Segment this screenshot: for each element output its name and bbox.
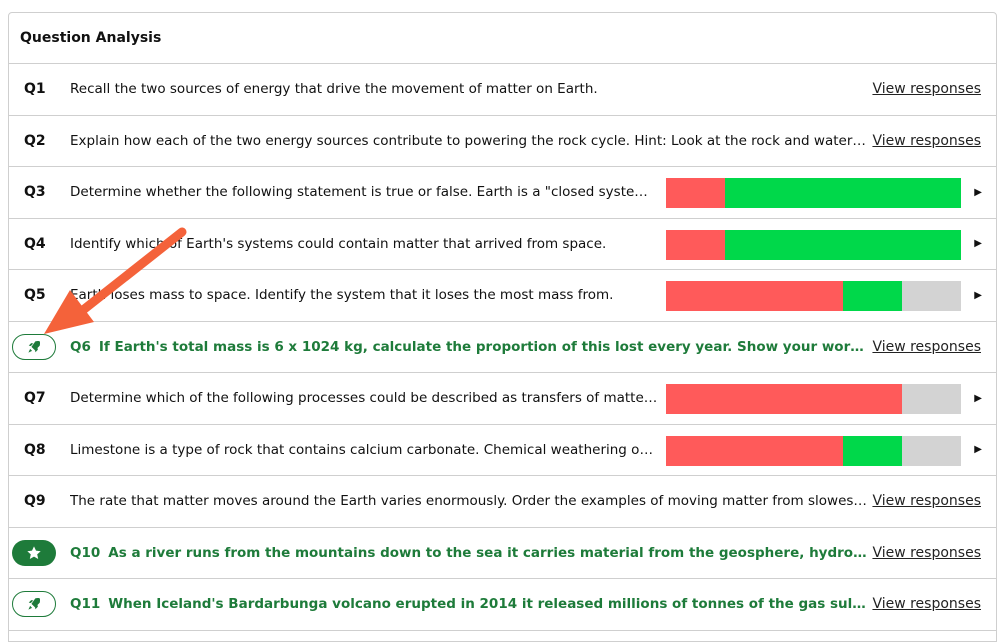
- response-breakdown-bar[interactable]: [666, 178, 961, 208]
- unanswered-segment: [902, 384, 961, 414]
- star-badge: [12, 539, 56, 566]
- question-text-value: Determine which of the following process…: [70, 390, 660, 407]
- question-text-value: Explain how each of the two energy sourc…: [70, 132, 870, 149]
- expand-caret-icon[interactable]: ▶: [974, 289, 982, 301]
- question-text-value: When Iceland's Bardarbunga volcano erupt…: [108, 596, 870, 613]
- rocket-badge: [12, 591, 56, 617]
- question-row-q7[interactable]: Q7 Determine which of the following proce…: [9, 373, 996, 425]
- question-row-q11: Q11 When Iceland's Bardarbunga volcano er…: [9, 579, 996, 631]
- correct-segment: [843, 281, 902, 311]
- question-number: Q2: [24, 132, 46, 149]
- question-number: Q1: [24, 81, 46, 98]
- correct-segment: [843, 435, 902, 466]
- question-text: Identify which of Earth's systems could …: [70, 219, 660, 270]
- question-number: Q4: [24, 235, 46, 252]
- incorrect-segment: [666, 384, 902, 414]
- incorrect-segment: [666, 435, 843, 466]
- unanswered-segment: [902, 281, 961, 311]
- question-number: Q6: [70, 338, 91, 355]
- question-text: Limestone is a type of rock that contain…: [70, 425, 660, 476]
- question-row-q8[interactable]: Q8 Limestone is a type of rock that conta…: [9, 425, 996, 476]
- question-text-value: As a river runs from the mountains down …: [108, 544, 870, 561]
- question-text: Recall the two sources of energy that dr…: [70, 64, 870, 115]
- expand-caret-icon[interactable]: ▶: [974, 186, 982, 198]
- question-number: Q3: [24, 184, 46, 201]
- question-number: Q10: [70, 544, 101, 561]
- question-text: Determine whether the following statemen…: [70, 167, 660, 218]
- panel-title: Question Analysis: [9, 13, 996, 64]
- question-text-value: If Earth's total mass is 6 x 1024 kg, ca…: [98, 338, 870, 355]
- question-row-q1: Q1 Recall the two sources of energy that …: [9, 64, 996, 116]
- expand-caret-icon[interactable]: ▶: [974, 392, 982, 404]
- question-text: The rate that matter moves around the Ea…: [70, 476, 870, 527]
- question-number: Q8: [24, 441, 46, 458]
- question-text: Explain how each of the two energy sourc…: [70, 116, 870, 167]
- view-responses-link[interactable]: View responses: [872, 132, 981, 149]
- view-responses-link[interactable]: View responses: [872, 338, 981, 355]
- view-responses-link[interactable]: View responses: [872, 596, 981, 613]
- response-breakdown-bar[interactable]: [666, 281, 961, 311]
- rocket-icon: [28, 340, 41, 353]
- question-row-q4[interactable]: Q4 Identify which of Earth's systems coul…: [9, 219, 996, 270]
- view-responses-link[interactable]: View responses: [872, 81, 981, 98]
- question-text: Q6 If Earth's total mass is 6 x 1024 kg, …: [70, 322, 870, 373]
- question-text: Determine which of the following process…: [70, 373, 660, 424]
- question-text: Q11 When Iceland's Bardarbunga volcano er…: [70, 579, 870, 630]
- unanswered-segment: [902, 435, 961, 466]
- question-row-q10: Q10 As a river runs from the mountains do…: [9, 528, 996, 579]
- question-number: Q9: [24, 493, 46, 510]
- incorrect-segment: [666, 178, 725, 208]
- question-row-q6: Q6 If Earth's total mass is 6 x 1024 kg, …: [9, 322, 996, 373]
- question-text: Earth loses mass to space. Identify the …: [70, 270, 660, 321]
- correct-segment: [725, 178, 961, 208]
- question-row-q3[interactable]: Q3 Determine whether the following statem…: [9, 167, 996, 219]
- correct-segment: [725, 229, 961, 260]
- question-text: Q10 As a river runs from the mountains do…: [70, 528, 870, 579]
- incorrect-segment: [666, 281, 843, 311]
- star-icon: [27, 545, 41, 559]
- expand-caret-icon[interactable]: ▶: [974, 444, 982, 456]
- view-responses-link[interactable]: View responses: [872, 493, 981, 510]
- question-list: Q1 Recall the two sources of energy that …: [9, 64, 996, 631]
- question-text-value: The rate that matter moves around the Ea…: [70, 493, 870, 510]
- question-row-q9: Q9 The rate that matter moves around the …: [9, 476, 996, 528]
- incorrect-segment: [666, 229, 725, 260]
- question-text-value: Earth loses mass to space. Identify the …: [70, 287, 614, 304]
- question-row-q5[interactable]: Q5 Earth loses mass to space. Identify th…: [9, 270, 996, 322]
- question-number: Q5: [24, 287, 46, 304]
- view-responses-link[interactable]: View responses: [872, 544, 981, 561]
- rocket-icon: [28, 598, 41, 610]
- response-breakdown-bar[interactable]: [666, 384, 961, 414]
- question-analysis-panel: Question Analysis Q1 Recall the two sourc…: [8, 12, 997, 642]
- question-number: Q7: [24, 390, 46, 407]
- response-breakdown-bar[interactable]: [666, 229, 961, 260]
- question-row-q2: Q2 Explain how each of the two energy sou…: [9, 116, 996, 167]
- question-text-value: Recall the two sources of energy that dr…: [70, 81, 598, 98]
- expand-caret-icon[interactable]: ▶: [974, 238, 982, 250]
- question-text-value: Limestone is a type of rock that contain…: [70, 441, 660, 458]
- response-breakdown-bar[interactable]: [666, 435, 961, 466]
- question-text-value: Determine whether the following statemen…: [70, 184, 660, 201]
- rocket-badge: [12, 333, 56, 360]
- question-text-value: Identify which of Earth's systems could …: [70, 235, 607, 252]
- question-number: Q11: [70, 596, 101, 613]
